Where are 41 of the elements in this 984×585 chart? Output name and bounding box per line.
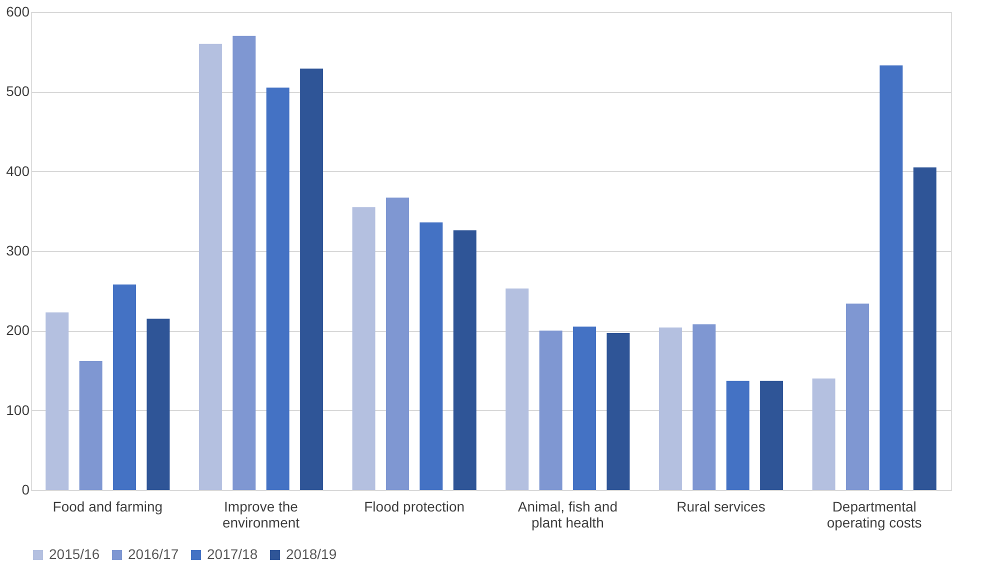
bar: [453, 230, 476, 490]
bar: [539, 330, 562, 490]
y-tick-label: 600: [6, 4, 30, 20]
legend-label: 2015/16: [49, 546, 100, 562]
y-tick-label: 0: [22, 482, 30, 498]
bar: [573, 326, 596, 490]
bar: [420, 222, 443, 490]
bar: [352, 207, 376, 490]
bar: [760, 380, 784, 490]
y-tick-label: 100: [6, 402, 30, 418]
x-tick-label: Animal, fish and plant health: [518, 498, 618, 530]
legend-label: 2016/17: [128, 546, 179, 562]
bar: [658, 327, 682, 490]
x-tick-label: Food and farming: [52, 498, 163, 514]
bar: [146, 318, 170, 490]
bar: [812, 378, 836, 490]
bar: [726, 380, 750, 490]
y-tick-label: 300: [6, 242, 30, 258]
bar: [506, 288, 529, 490]
bar: [198, 44, 222, 490]
y-tick-label: 400: [6, 162, 30, 179]
bar: [846, 304, 869, 490]
x-tick-label: Departmental operating costs: [826, 498, 922, 530]
bar: [232, 36, 256, 490]
x-tick-label: Flood protection: [364, 498, 465, 514]
legend-label: 2018/19: [286, 546, 337, 562]
y-tick-label: 500: [6, 83, 30, 100]
bar: [46, 312, 69, 490]
legend-label: 2017/18: [207, 546, 258, 562]
bar: [880, 65, 903, 490]
bar: [386, 198, 409, 490]
bar: [113, 284, 136, 490]
x-tick-label: Improve the environment: [222, 498, 300, 530]
bar: [79, 360, 102, 490]
x-tick-label: Rural services: [676, 498, 766, 514]
bar: [606, 333, 630, 490]
bar: [692, 324, 716, 490]
bar: [913, 167, 936, 490]
bar: [300, 68, 324, 490]
bar: [266, 88, 290, 490]
y-tick-label: 200: [6, 322, 30, 338]
